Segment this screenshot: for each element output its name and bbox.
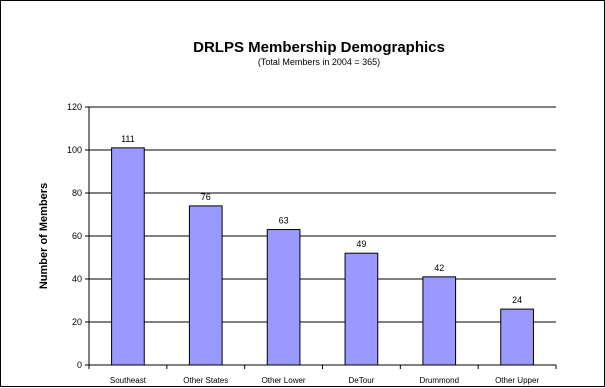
x-tick-label: Southeast — [110, 376, 147, 385]
data-label: 49 — [356, 239, 366, 249]
x-tick-label: Drummond — [419, 376, 459, 385]
y-tick-label: 0 — [77, 360, 82, 370]
y-tick-label: 20 — [72, 317, 82, 327]
y-tick-label: 80 — [72, 188, 82, 198]
chart-title: DRLPS Membership Demographics — [193, 39, 445, 56]
y-tick-label: 120 — [67, 102, 82, 112]
chart-subtitle: (Total Members in 2004 = 365) — [258, 57, 380, 67]
data-label: 111 — [121, 134, 135, 144]
x-tick-label: Other Lower — [262, 376, 306, 385]
y-axis-label: Number of Members — [38, 183, 50, 289]
bar — [111, 147, 145, 366]
y-tick-label: 100 — [67, 145, 82, 155]
x-tick-label: DeTour — [349, 376, 375, 385]
bar — [422, 276, 457, 366]
bar — [500, 308, 534, 366]
data-label: 24 — [512, 295, 522, 305]
data-label: 42 — [434, 263, 444, 273]
x-tick-label: Other Upper — [495, 376, 539, 385]
data-label: 76 — [201, 192, 211, 202]
bar — [188, 205, 223, 366]
x-tick-label: Other States — [183, 376, 228, 385]
bar — [266, 229, 301, 366]
y-tick-label: 40 — [72, 274, 82, 284]
data-label: 63 — [279, 216, 289, 226]
bar — [344, 252, 379, 366]
y-tick-label: 60 — [72, 231, 82, 241]
